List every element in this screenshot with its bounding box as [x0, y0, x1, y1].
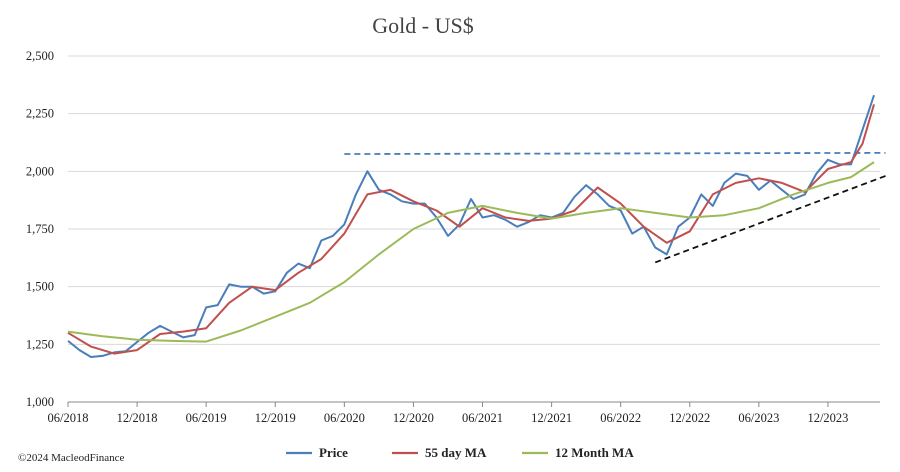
- series-line-12-month-ma: [67, 161, 875, 343]
- x-tick-label: 12/2020: [393, 411, 434, 425]
- y-tick-label: 1,000: [26, 395, 54, 409]
- legend-label: 55 day MA: [425, 445, 487, 460]
- x-tick-label: 06/2021: [462, 411, 503, 425]
- series-line-55-day-ma: [67, 104, 875, 355]
- x-tick-label: 06/2018: [48, 411, 89, 425]
- annotation-dashed-line: [654, 175, 886, 264]
- annotations: [344, 151, 886, 264]
- y-axis: 1,000 1,250 1,500 1,750 2,000 2,250 2,500: [26, 49, 54, 409]
- x-tick-label: 12/2019: [255, 411, 296, 425]
- y-tick-label: 1,750: [26, 222, 54, 236]
- x-tick-label: 06/2023: [738, 411, 779, 425]
- y-tick-label: 1,500: [26, 280, 54, 294]
- y-tick-label: 2,250: [26, 107, 54, 121]
- x-tick-label: 06/2020: [324, 411, 365, 425]
- x-tick-label: 06/2022: [600, 411, 641, 425]
- x-tick-label: 12/2021: [531, 411, 572, 425]
- x-tick-label: 12/2018: [117, 411, 158, 425]
- legend-label: 12 Month MA: [555, 445, 634, 460]
- y-tick-label: 1,250: [26, 337, 54, 351]
- y-tick-label: 2,500: [26, 49, 54, 63]
- x-tick-label: 12/2023: [807, 411, 848, 425]
- annotation-dashed-line: [344, 151, 886, 155]
- series-lines: [67, 94, 875, 358]
- chart-title: Gold - US$: [372, 13, 473, 38]
- legend-label: Price: [319, 445, 348, 460]
- y-tick-label: 2,000: [26, 164, 54, 178]
- gridlines: [68, 55, 880, 403]
- x-tick-label: 12/2022: [669, 411, 710, 425]
- legend: Price 55 day MA 12 Month MA: [286, 445, 634, 460]
- copyright-notice: ©2024 MacleodFinance: [18, 452, 125, 464]
- x-tick-label: 06/2019: [186, 411, 227, 425]
- series-line-price: [67, 94, 875, 358]
- x-axis: 06/2018 12/2018 06/2019 12/2019 06/2020 12/20…: [48, 401, 880, 425]
